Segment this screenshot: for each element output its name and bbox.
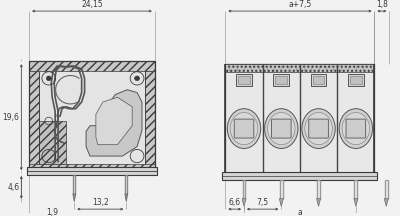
Polygon shape <box>39 71 145 164</box>
FancyBboxPatch shape <box>274 74 289 86</box>
Text: 1,8: 1,8 <box>376 0 388 9</box>
Ellipse shape <box>227 109 261 148</box>
Ellipse shape <box>268 113 295 145</box>
Polygon shape <box>73 194 76 202</box>
FancyBboxPatch shape <box>234 119 254 138</box>
Ellipse shape <box>305 113 332 145</box>
Text: a+7,5: a+7,5 <box>288 0 312 9</box>
Text: 1,9: 1,9 <box>46 208 58 216</box>
Polygon shape <box>96 97 132 145</box>
Circle shape <box>135 76 140 81</box>
FancyBboxPatch shape <box>309 119 328 138</box>
FancyBboxPatch shape <box>311 74 326 86</box>
Polygon shape <box>384 199 388 206</box>
Polygon shape <box>317 199 320 206</box>
Polygon shape <box>29 71 39 168</box>
FancyBboxPatch shape <box>313 76 324 84</box>
Text: 4,6: 4,6 <box>7 183 19 192</box>
Ellipse shape <box>230 113 258 145</box>
Polygon shape <box>29 164 155 171</box>
Polygon shape <box>222 172 378 180</box>
FancyBboxPatch shape <box>276 76 287 84</box>
Text: 19,6: 19,6 <box>2 113 19 122</box>
Polygon shape <box>125 194 128 202</box>
Polygon shape <box>354 199 358 206</box>
Text: 6,6: 6,6 <box>229 198 241 207</box>
Polygon shape <box>29 61 155 71</box>
Polygon shape <box>225 64 374 178</box>
Polygon shape <box>27 167 157 175</box>
Ellipse shape <box>302 109 335 148</box>
FancyBboxPatch shape <box>350 76 362 84</box>
Circle shape <box>46 76 51 81</box>
Ellipse shape <box>265 109 298 148</box>
Polygon shape <box>86 90 142 156</box>
Text: 7,5: 7,5 <box>256 198 269 207</box>
FancyBboxPatch shape <box>238 76 250 84</box>
FancyBboxPatch shape <box>236 74 252 86</box>
Text: 13,2: 13,2 <box>92 198 109 207</box>
Text: a: a <box>298 208 302 216</box>
Ellipse shape <box>339 109 372 148</box>
Ellipse shape <box>342 113 370 145</box>
Polygon shape <box>39 121 66 164</box>
FancyBboxPatch shape <box>272 119 291 138</box>
FancyBboxPatch shape <box>348 74 364 86</box>
Polygon shape <box>145 71 155 168</box>
Polygon shape <box>279 199 283 206</box>
Polygon shape <box>242 199 246 206</box>
Text: 24,15: 24,15 <box>81 0 103 9</box>
FancyBboxPatch shape <box>346 119 366 138</box>
Polygon shape <box>225 64 374 72</box>
